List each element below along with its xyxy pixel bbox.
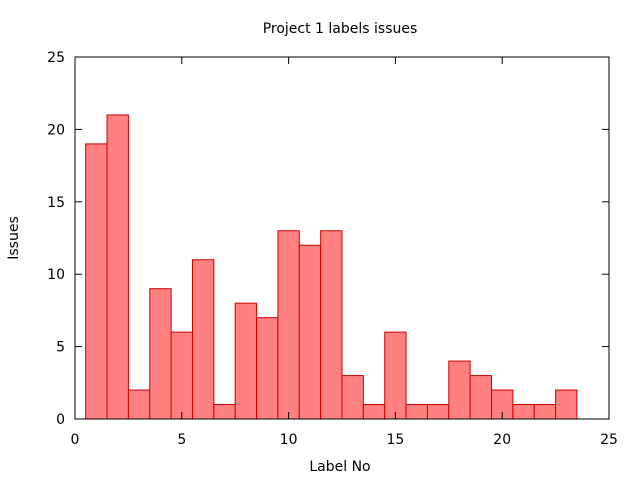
x-tick-label-25: 25 [600, 432, 618, 448]
bar-label-9 [256, 317, 279, 420]
bar-label-15 [384, 331, 407, 420]
bar-label-3 [127, 389, 151, 420]
bar-label-17 [426, 404, 450, 420]
y-tick-label-20: 20 [47, 122, 65, 138]
y-axis-label: Issues [6, 216, 22, 260]
x-tick-label-10: 10 [280, 432, 298, 448]
bar-label-18 [448, 360, 471, 420]
bar-label-22 [533, 404, 557, 420]
x-tick-label-15: 15 [386, 432, 404, 448]
bar-label-21 [512, 404, 535, 420]
bar-label-19 [469, 375, 493, 420]
bar-label-5 [170, 331, 193, 420]
bar-label-2 [106, 114, 129, 420]
bar-label-10 [277, 230, 300, 420]
bar-label-16 [405, 404, 428, 420]
bar-label-4 [149, 288, 172, 420]
bar-label-13 [341, 375, 364, 420]
bar-label-12 [320, 230, 343, 420]
y-tick-label-5: 5 [56, 340, 65, 356]
ticks-group: 0 5 10 15 20 25 0 5 10 15 20 25 [47, 50, 618, 448]
plot-frame [74, 56, 610, 420]
x-tick-label-20: 20 [493, 432, 511, 448]
bars-group [85, 114, 578, 420]
y-tick-label-10: 10 [47, 267, 65, 283]
x-axis-label: Label No [309, 459, 370, 475]
bar-label-1 [85, 143, 108, 420]
bar-label-6 [191, 259, 215, 420]
y-tick-label-0: 0 [56, 412, 65, 428]
y-tick-label-25: 25 [47, 50, 65, 66]
bar-label-11 [298, 244, 322, 420]
bar-label-23 [555, 389, 578, 420]
bar-label-14 [362, 404, 386, 420]
bar-label-8 [234, 302, 258, 420]
bar-label-7 [213, 404, 236, 420]
x-tick-label-5: 5 [177, 432, 186, 448]
y-tick-label-15: 15 [47, 195, 65, 211]
x-tick-label-0: 0 [71, 432, 80, 448]
chart-title: Project 1 labels issues [263, 21, 418, 37]
